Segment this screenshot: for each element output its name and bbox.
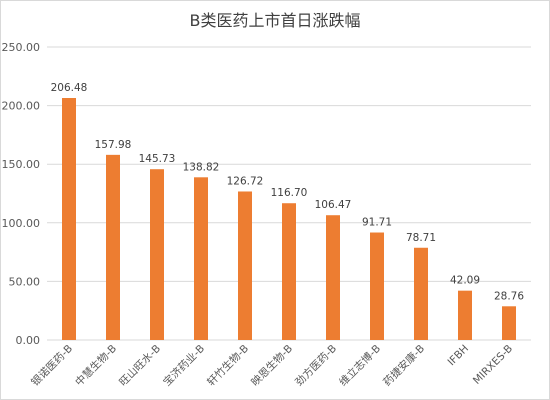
x-tick-label: 旺山旺水-B [117,343,163,389]
data-label: 78.71 [406,232,436,244]
bar [326,215,340,340]
data-label: 157.98 [95,139,132,151]
data-label: 106.47 [315,199,352,211]
bar [194,177,208,340]
x-tick-label: 轩竹生物-B [204,342,251,389]
y-axis-ticks: 0.00 50.00 100.00 150.00 200.00 250.00 [2,41,41,347]
bars [62,98,516,341]
bar [238,191,252,340]
x-axis-labels: 银诺医药-B中慧生物-B旺山旺水-B宝济药业-B轩竹生物-B映恩生物-B劲方医药… [28,342,515,389]
y-tick-label: 100.00 [2,217,41,230]
data-label: 116.70 [271,187,308,199]
bar [502,306,516,340]
x-tick-label: 药捷安康-B [380,342,427,389]
y-tick-label: 250.00 [2,41,41,54]
bar [414,247,428,340]
y-tick-label: 50.00 [9,275,41,288]
data-labels: 206.48 157.98 145.73 138.82 126.72 116.70 106.… [51,82,525,302]
data-label: 206.48 [51,82,88,94]
x-tick-label: MIRXES-B [471,343,515,387]
bar [106,154,120,340]
chart-title: B类医药上市首日涨跌幅 [190,11,361,30]
data-label: 42.09 [450,275,480,287]
data-label: 91.71 [362,217,392,229]
y-tick-label: 150.00 [2,158,41,171]
data-label: 138.82 [183,161,220,173]
x-tick-label: 劲方医药-B [292,342,339,389]
bar [150,169,164,340]
x-tick-label: 宝济药业-B [160,342,207,389]
bar [370,232,384,340]
y-tick-label: 0.00 [16,334,41,347]
x-tick-label: 银诺医药-B [28,342,75,389]
x-tick-label: 映恩生物-B [248,342,295,389]
x-tick-label: IFBH [445,343,471,369]
bar [62,98,76,341]
bar [282,203,296,340]
x-tick-label: 维立志博-B [336,342,383,389]
y-tick-label: 200.00 [2,100,41,113]
data-label: 145.73 [139,153,176,165]
data-label: 126.72 [227,175,264,187]
x-tick-label: 中慧生物-B [72,342,119,389]
bar [458,290,472,340]
data-label: 28.76 [494,290,524,302]
